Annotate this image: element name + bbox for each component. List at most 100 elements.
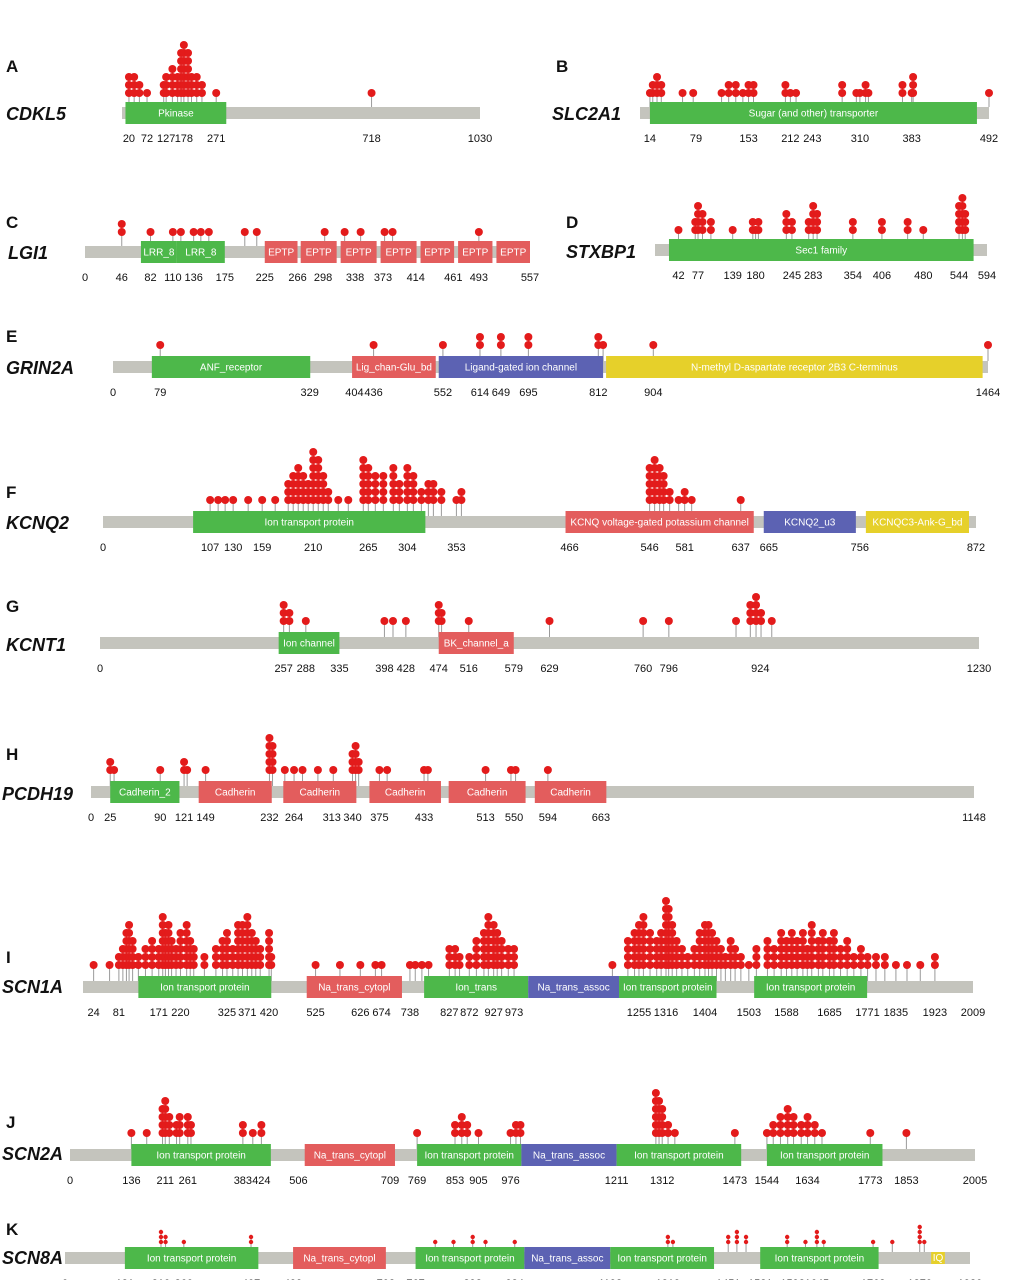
panel-f: F KCNQ2 Ion transport protein KCNQ voltage-… bbox=[6, 448, 985, 554]
gene-name: SLC2A1 bbox=[552, 104, 621, 124]
variant-dot bbox=[128, 953, 137, 961]
variant-dot bbox=[411, 961, 420, 969]
domain-box bbox=[619, 976, 717, 998]
variant-dot bbox=[708, 929, 717, 937]
variant-dot bbox=[818, 945, 827, 953]
tick-label: 525 bbox=[306, 1007, 324, 1019]
variant-dot bbox=[379, 472, 388, 480]
tick-label: 1923 bbox=[923, 1007, 947, 1019]
variant-dot bbox=[677, 961, 686, 969]
tick-label: 827 bbox=[440, 1007, 458, 1019]
variant-dot bbox=[472, 953, 481, 961]
variant-dot bbox=[781, 81, 790, 89]
variant-dot bbox=[731, 81, 740, 89]
variant-dot bbox=[856, 961, 865, 969]
variant-dot bbox=[429, 488, 438, 496]
tick-label: 340 bbox=[343, 812, 361, 824]
domain-box bbox=[151, 356, 311, 378]
tick-label: 178 bbox=[175, 133, 193, 145]
tick-label: 14 bbox=[644, 133, 656, 145]
variant-dot bbox=[248, 1239, 254, 1245]
variant-dot bbox=[787, 218, 796, 226]
variant-dot bbox=[294, 464, 303, 472]
domain-box bbox=[766, 1144, 883, 1166]
variant-dot bbox=[930, 953, 939, 961]
variant-dot bbox=[256, 961, 265, 969]
tick-label: 1464 bbox=[976, 387, 1000, 399]
variant-dot bbox=[746, 601, 755, 609]
tick-label: 383 bbox=[903, 133, 921, 145]
tick-label: 461 bbox=[444, 272, 462, 284]
variant-dot bbox=[457, 488, 466, 496]
variant-dot bbox=[836, 945, 845, 953]
tick-label: 220 bbox=[171, 1007, 189, 1019]
variant-dot bbox=[354, 758, 363, 766]
variant-dot bbox=[256, 945, 265, 953]
variant-dot bbox=[175, 1113, 184, 1121]
variant-dot bbox=[380, 228, 389, 236]
variant-dot bbox=[268, 758, 277, 766]
variant-dot bbox=[244, 496, 253, 504]
variant-dot bbox=[496, 341, 505, 349]
tick-label: 466 bbox=[560, 542, 578, 554]
variant-dot bbox=[117, 220, 126, 228]
variant-dot bbox=[754, 218, 763, 226]
panel-k: K SCN8A Ion transport protein Na_trans_cyto… bbox=[2, 1220, 982, 1280]
variant-dot bbox=[351, 742, 360, 750]
variant-dot bbox=[958, 202, 967, 210]
tick-label: 1211 bbox=[605, 1175, 629, 1187]
variant-dot bbox=[807, 921, 816, 929]
variant-dot bbox=[301, 617, 310, 625]
domain-label: BK_channel_a bbox=[444, 639, 509, 650]
tick-label: 264 bbox=[285, 812, 303, 824]
panel-b: B SLC2A1 Sugar (and other) transporter 14 79… bbox=[552, 57, 998, 145]
tick-label: 90 bbox=[154, 812, 166, 824]
variant-dot bbox=[403, 472, 412, 480]
tick-label: 1773 bbox=[858, 1175, 882, 1187]
variant-dot bbox=[451, 1129, 460, 1137]
variant-dot bbox=[668, 929, 677, 937]
variant-dot bbox=[877, 218, 886, 226]
variant-dot bbox=[657, 81, 666, 89]
domain-label: Ligand-gated ion channel bbox=[465, 363, 577, 374]
panel-g: G KCNT1 Ion channel BK_channel_a 0 257 288 335 3… bbox=[6, 593, 991, 675]
tick-label: 1544 bbox=[755, 1175, 779, 1187]
variant-dot bbox=[639, 929, 648, 937]
tick-label: 493 bbox=[470, 272, 488, 284]
tick-label: 175 bbox=[216, 272, 234, 284]
variant-dot bbox=[130, 73, 139, 81]
variant-dot bbox=[389, 488, 398, 496]
variant-dot bbox=[776, 1113, 785, 1121]
variant-dot bbox=[128, 937, 137, 945]
tick-label: 581 bbox=[675, 542, 693, 554]
variant-dot bbox=[429, 480, 438, 488]
variant-dot bbox=[793, 945, 802, 953]
variant-dot bbox=[176, 945, 185, 953]
variant-dot bbox=[843, 937, 852, 945]
variant-dot bbox=[511, 766, 520, 774]
variant-dot bbox=[809, 202, 818, 210]
variant-dot bbox=[379, 488, 388, 496]
gene-name: KCNQ2 bbox=[6, 513, 69, 533]
domain-box bbox=[176, 241, 225, 263]
variant-dot bbox=[985, 89, 993, 97]
variant-dot bbox=[651, 1089, 660, 1097]
variant-dot bbox=[481, 766, 490, 774]
variant-dot bbox=[268, 766, 277, 774]
domain-label: Ion transport protein bbox=[264, 518, 354, 529]
variant-dot bbox=[877, 226, 886, 234]
variant-dot bbox=[730, 1129, 739, 1137]
tick-label: 1503 bbox=[737, 1007, 761, 1019]
variant-dot bbox=[474, 228, 483, 236]
variant-dot bbox=[748, 218, 757, 226]
variant-dot bbox=[770, 945, 779, 953]
variant-dot bbox=[674, 226, 683, 234]
variant-dot bbox=[319, 480, 328, 488]
variant-dot bbox=[134, 953, 143, 961]
variant-dot bbox=[183, 1113, 192, 1121]
variant-dot bbox=[298, 766, 307, 774]
variant-dot bbox=[680, 496, 689, 504]
tick-label: 924 bbox=[751, 663, 769, 675]
variant-dot bbox=[961, 218, 970, 226]
domain-box bbox=[380, 241, 417, 263]
